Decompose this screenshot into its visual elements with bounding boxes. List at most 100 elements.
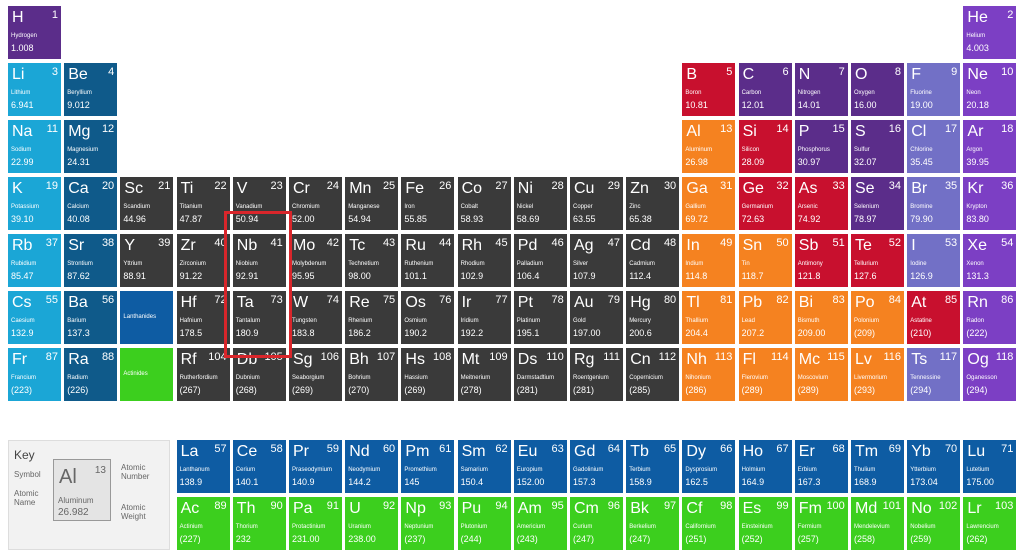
element-cell[interactable]: Xe 54 Xenon 131.3 — [963, 234, 1017, 287]
element-cell[interactable]: Og 118 Oganesson (294) — [963, 348, 1017, 401]
element-cell[interactable]: Mt 109 Meitnerium (278) — [457, 348, 511, 401]
element-cell[interactable]: Bk 97 Berkelium (247) — [626, 497, 680, 550]
element-cell[interactable]: Ru 44 Ruthenium 101.1 — [401, 234, 455, 287]
element-cell[interactable]: Cd 48 Cadmium 112.4 — [626, 234, 680, 287]
element-cell[interactable]: Pa 91 Protactinium 231.00 — [289, 497, 342, 550]
element-cell[interactable]: Rg 111 Roentgenium (281) — [570, 348, 623, 401]
element-cell[interactable]: Po 84 Polonium (209) — [851, 291, 904, 344]
element-cell[interactable]: Cn 112 Copernicium (285) — [626, 348, 680, 401]
element-cell[interactable]: Te 52 Tellurium 127.6 — [851, 234, 904, 287]
element-cell[interactable]: Ta 73 Tantalum 180.9 — [232, 291, 286, 344]
element-cell[interactable]: P 15 Phosphorus 30.97 — [794, 120, 848, 173]
element-cell[interactable]: Ts 117 Tennessine (294) — [907, 348, 961, 401]
element-cell[interactable]: Tm 69 Thulium 168.9 — [851, 440, 904, 493]
element-cell[interactable]: Ge 32 Germanium 72.63 — [738, 177, 792, 230]
element-cell[interactable]: Ba 56 Barium 137.3 — [64, 291, 118, 344]
element-cell[interactable]: Cr 24 Chromium 52.00 — [289, 177, 342, 230]
element-cell[interactable]: Rf 104 Rutherfordium (267) — [176, 348, 230, 401]
element-cell[interactable]: Rh 45 Rhodium 102.9 — [457, 234, 511, 287]
element-cell[interactable]: Pb 82 Lead 207.2 — [738, 291, 792, 344]
element-cell[interactable]: Sn 50 Tin 118.7 — [738, 234, 792, 287]
element-cell[interactable]: Hf 72 Hafnium 178.5 — [176, 291, 230, 344]
element-cell[interactable]: Rb 37 Rubidium 85.47 — [8, 234, 61, 287]
element-cell[interactable]: Ra 88 Radium (226) — [64, 348, 118, 401]
element-cell[interactable]: Tb 65 Terbium 158.9 — [626, 440, 680, 493]
element-cell[interactable]: Lr 103 Lawrencium (262) — [963, 497, 1017, 550]
element-cell[interactable]: Ti 22 Titanium 47.87 — [176, 177, 230, 230]
element-cell[interactable]: Mc 115 Moscovium (289) — [794, 348, 848, 401]
element-cell[interactable]: Th 90 Thorium 232 — [232, 497, 286, 550]
element-cell[interactable]: He 2 Helium 4.003 — [963, 6, 1017, 59]
element-cell[interactable]: Br 35 Bromine 79.90 — [907, 177, 961, 230]
element-cell[interactable]: Tc 43 Technetium 98.00 — [345, 234, 399, 287]
element-cell[interactable]: Ne 10 Neon 20.18 — [963, 63, 1017, 116]
element-cell[interactable]: Ac 89 Actinium (227) — [176, 497, 230, 550]
element-cell[interactable]: B 5 Boron 10.81 — [682, 63, 736, 116]
element-cell[interactable]: S 16 Sulfur 32.07 — [851, 120, 904, 173]
element-cell[interactable]: Y 39 Yttrium 88.91 — [120, 234, 174, 287]
element-cell[interactable]: Li 3 Lithium 6.941 — [8, 63, 61, 116]
element-cell[interactable]: Es 99 Einsteinium (252) — [738, 497, 792, 550]
element-cell[interactable]: Fe 26 Iron 55.85 — [401, 177, 455, 230]
element-cell[interactable]: F 9 Fluorine 19.00 — [907, 63, 961, 116]
element-cell[interactable]: I 53 Iodine 126.9 — [907, 234, 961, 287]
element-cell[interactable]: H 1 Hydrogen 1.008 — [8, 6, 61, 59]
element-cell[interactable]: Nd 60 Neodymium 144.2 — [345, 440, 399, 493]
element-cell[interactable]: Ca 20 Calcium 40.08 — [64, 177, 118, 230]
element-cell[interactable]: Nb 41 Niobium 92.91 — [232, 234, 286, 287]
element-cell[interactable]: W 74 Tungsten 183.8 — [289, 291, 342, 344]
element-cell[interactable]: Mn 25 Manganese 54.94 — [345, 177, 399, 230]
element-cell[interactable]: Be 4 Beryllium 9.012 — [64, 63, 118, 116]
element-cell[interactable]: Lv 116 Livermorium (293) — [851, 348, 904, 401]
element-cell[interactable]: Tl 81 Thallium 204.4 — [682, 291, 736, 344]
element-cell[interactable]: Hg 80 Mercury 200.6 — [626, 291, 680, 344]
element-cell[interactable]: Hs 108 Hassium (269) — [401, 348, 455, 401]
element-cell[interactable]: V 23 Vanadium 50.94 — [232, 177, 286, 230]
element-cell[interactable]: Sc 21 Scandium 44.96 — [120, 177, 174, 230]
element-cell[interactable]: Fr 87 Francium (223) — [8, 348, 61, 401]
element-cell[interactable]: Nh 113 Nihonium (286) — [682, 348, 736, 401]
element-cell[interactable]: Eu 63 Europium 152.00 — [513, 440, 567, 493]
element-cell[interactable]: Se 34 Selenium 78.97 — [851, 177, 904, 230]
element-cell[interactable]: In 49 Indium 114.8 — [682, 234, 736, 287]
element-cell[interactable]: Am 95 Americium (243) — [513, 497, 567, 550]
element-cell[interactable]: Mo 42 Molybdenum 95.95 — [289, 234, 342, 287]
element-cell[interactable]: Mg 12 Magnesium 24.31 — [64, 120, 118, 173]
element-cell[interactable]: C 6 Carbon 12.01 — [738, 63, 792, 116]
element-cell[interactable]: Pt 78 Platinum 195.1 — [513, 291, 567, 344]
element-cell[interactable]: Pr 59 Praseodymium 140.9 — [289, 440, 342, 493]
element-cell[interactable]: Re 75 Rhenium 186.2 — [345, 291, 399, 344]
element-cell[interactable]: Ga 31 Gallium 69.72 — [682, 177, 736, 230]
element-cell[interactable]: O 8 Oxygen 16.00 — [851, 63, 904, 116]
element-cell[interactable]: Rn 86 Radon (222) — [963, 291, 1017, 344]
element-cell[interactable]: Md 101 Mendelevium (258) — [851, 497, 904, 550]
element-cell[interactable]: Ag 47 Silver 107.9 — [570, 234, 623, 287]
element-cell[interactable]: Cu 29 Copper 63.55 — [570, 177, 623, 230]
element-cell[interactable]: Cf 98 Californium (251) — [682, 497, 736, 550]
element-cell[interactable]: Ds 110 Darmstadtium (281) — [513, 348, 567, 401]
element-cell[interactable]: La 57 Lanthanum 138.9 — [176, 440, 230, 493]
element-cell[interactable]: Cm 96 Curium (247) — [570, 497, 623, 550]
element-cell[interactable]: K 19 Potassium 39.10 — [8, 177, 61, 230]
element-cell[interactable]: Zr 40 Zirconium 91.22 — [176, 234, 230, 287]
element-cell[interactable]: U 92 Uranium 238.00 — [345, 497, 399, 550]
element-cell[interactable]: Gd 64 Gadolinium 157.3 — [570, 440, 623, 493]
element-cell[interactable]: N 7 Nitrogen 14.01 — [794, 63, 848, 116]
element-cell[interactable]: Pu 94 Plutonium (244) — [457, 497, 511, 550]
element-cell[interactable]: No 102 Nobelium (259) — [907, 497, 961, 550]
element-cell[interactable]: Fl 114 Flerovium (289) — [738, 348, 792, 401]
element-cell[interactable]: Na 11 Sodium 22.99 — [8, 120, 61, 173]
element-cell[interactable]: Cl 17 Chlorine 35.45 — [907, 120, 961, 173]
element-cell[interactable]: Lu 71 Lutetium 175.00 — [963, 440, 1017, 493]
element-cell[interactable]: As 33 Arsenic 74.92 — [794, 177, 848, 230]
element-cell[interactable]: Pd 46 Palladium 106.4 — [513, 234, 567, 287]
element-cell[interactable]: Pm 61 Promethium 145 — [401, 440, 455, 493]
element-cell[interactable]: Bh 107 Bohrium (270) — [345, 348, 399, 401]
element-cell[interactable]: Yb 70 Ytterbium 173.04 — [907, 440, 961, 493]
element-cell[interactable]: Co 27 Cobalt 58.93 — [457, 177, 511, 230]
element-cell[interactable]: Sg 106 Seaborgium (269) — [289, 348, 342, 401]
element-cell[interactable]: Si 14 Silicon 28.09 — [738, 120, 792, 173]
element-cell[interactable]: Ni 28 Nickel 58.69 — [513, 177, 567, 230]
element-cell[interactable]: Fm 100 Fermium (257) — [794, 497, 848, 550]
element-cell[interactable]: Ar 18 Argon 39.95 — [963, 120, 1017, 173]
